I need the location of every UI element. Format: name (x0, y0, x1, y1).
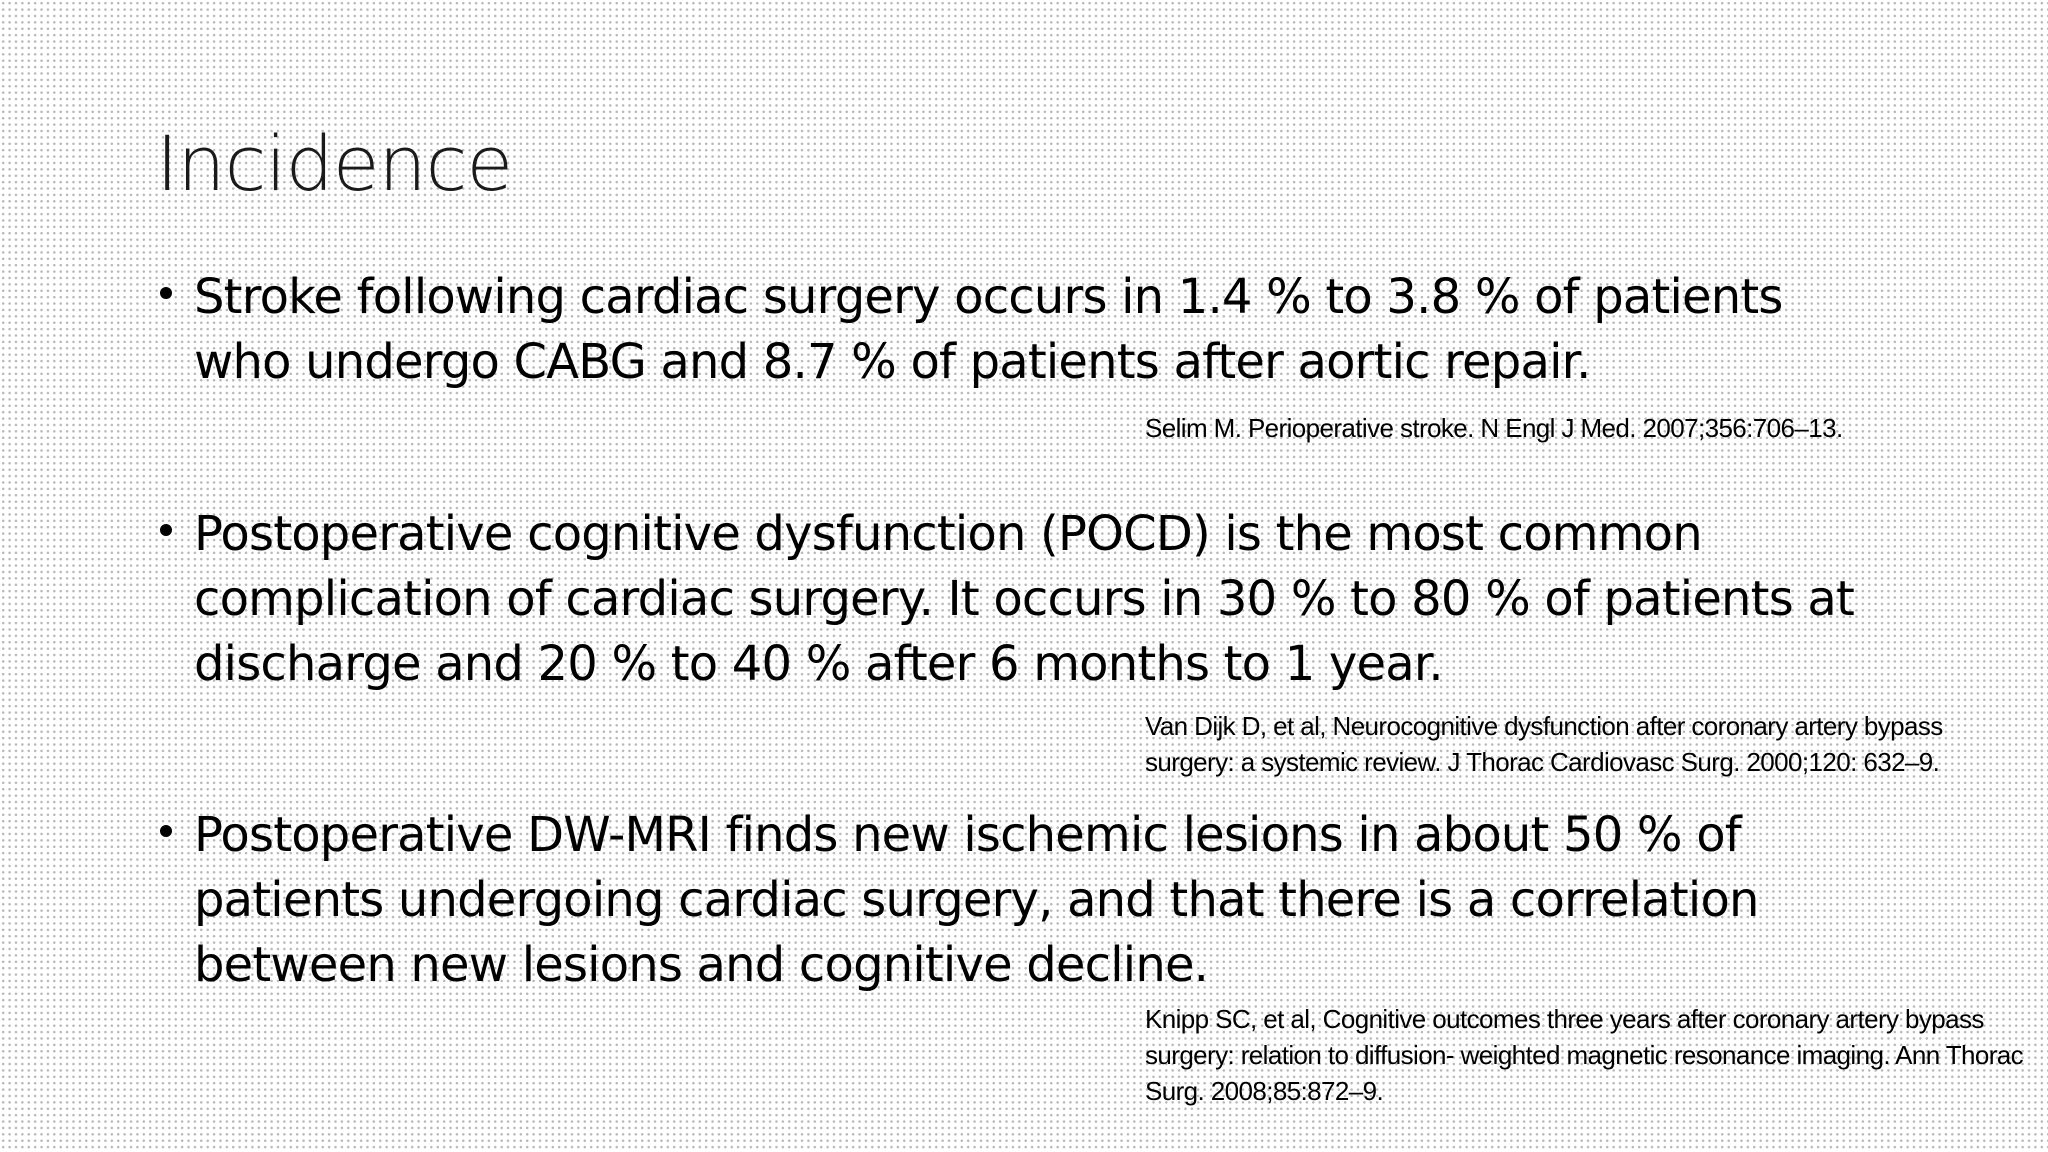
bullet-item: Stroke following cardiac surgery occurs … (156, 265, 1876, 395)
bullet-dot-icon (160, 524, 172, 536)
bullet-item: Postoperative DW-MRI finds new ischemic … (156, 803, 1876, 998)
citation: Selim M. Perioperative stroke. N Engl J … (1145, 413, 1843, 443)
slide-title: Incidence (156, 119, 513, 208)
bullet-dot-icon (160, 825, 172, 837)
bullet-dot-icon (160, 287, 172, 299)
bullet-text-wrapper: Stroke following cardiac surgery occurs … (156, 265, 1876, 395)
bullet-text-wrapper: Postoperative cognitive dysfunction (POC… (156, 502, 1876, 697)
citation: Knipp SC, et al, Cognitive outcomes thre… (1145, 1004, 2024, 1106)
bullet-text: Postoperative cognitive dysfunction (POC… (194, 506, 1855, 692)
bullet-text: Stroke following cardiac surgery occurs … (194, 269, 1783, 390)
bullet-text: Postoperative DW-MRI finds new ischemic … (194, 807, 1759, 993)
bullet-text-wrapper: Postoperative DW-MRI finds new ischemic … (156, 803, 1876, 998)
bullet-item: Postoperative cognitive dysfunction (POC… (156, 502, 1876, 697)
citation: Van Dijk D, et al, Neurocognitive dysfun… (1145, 711, 1943, 777)
